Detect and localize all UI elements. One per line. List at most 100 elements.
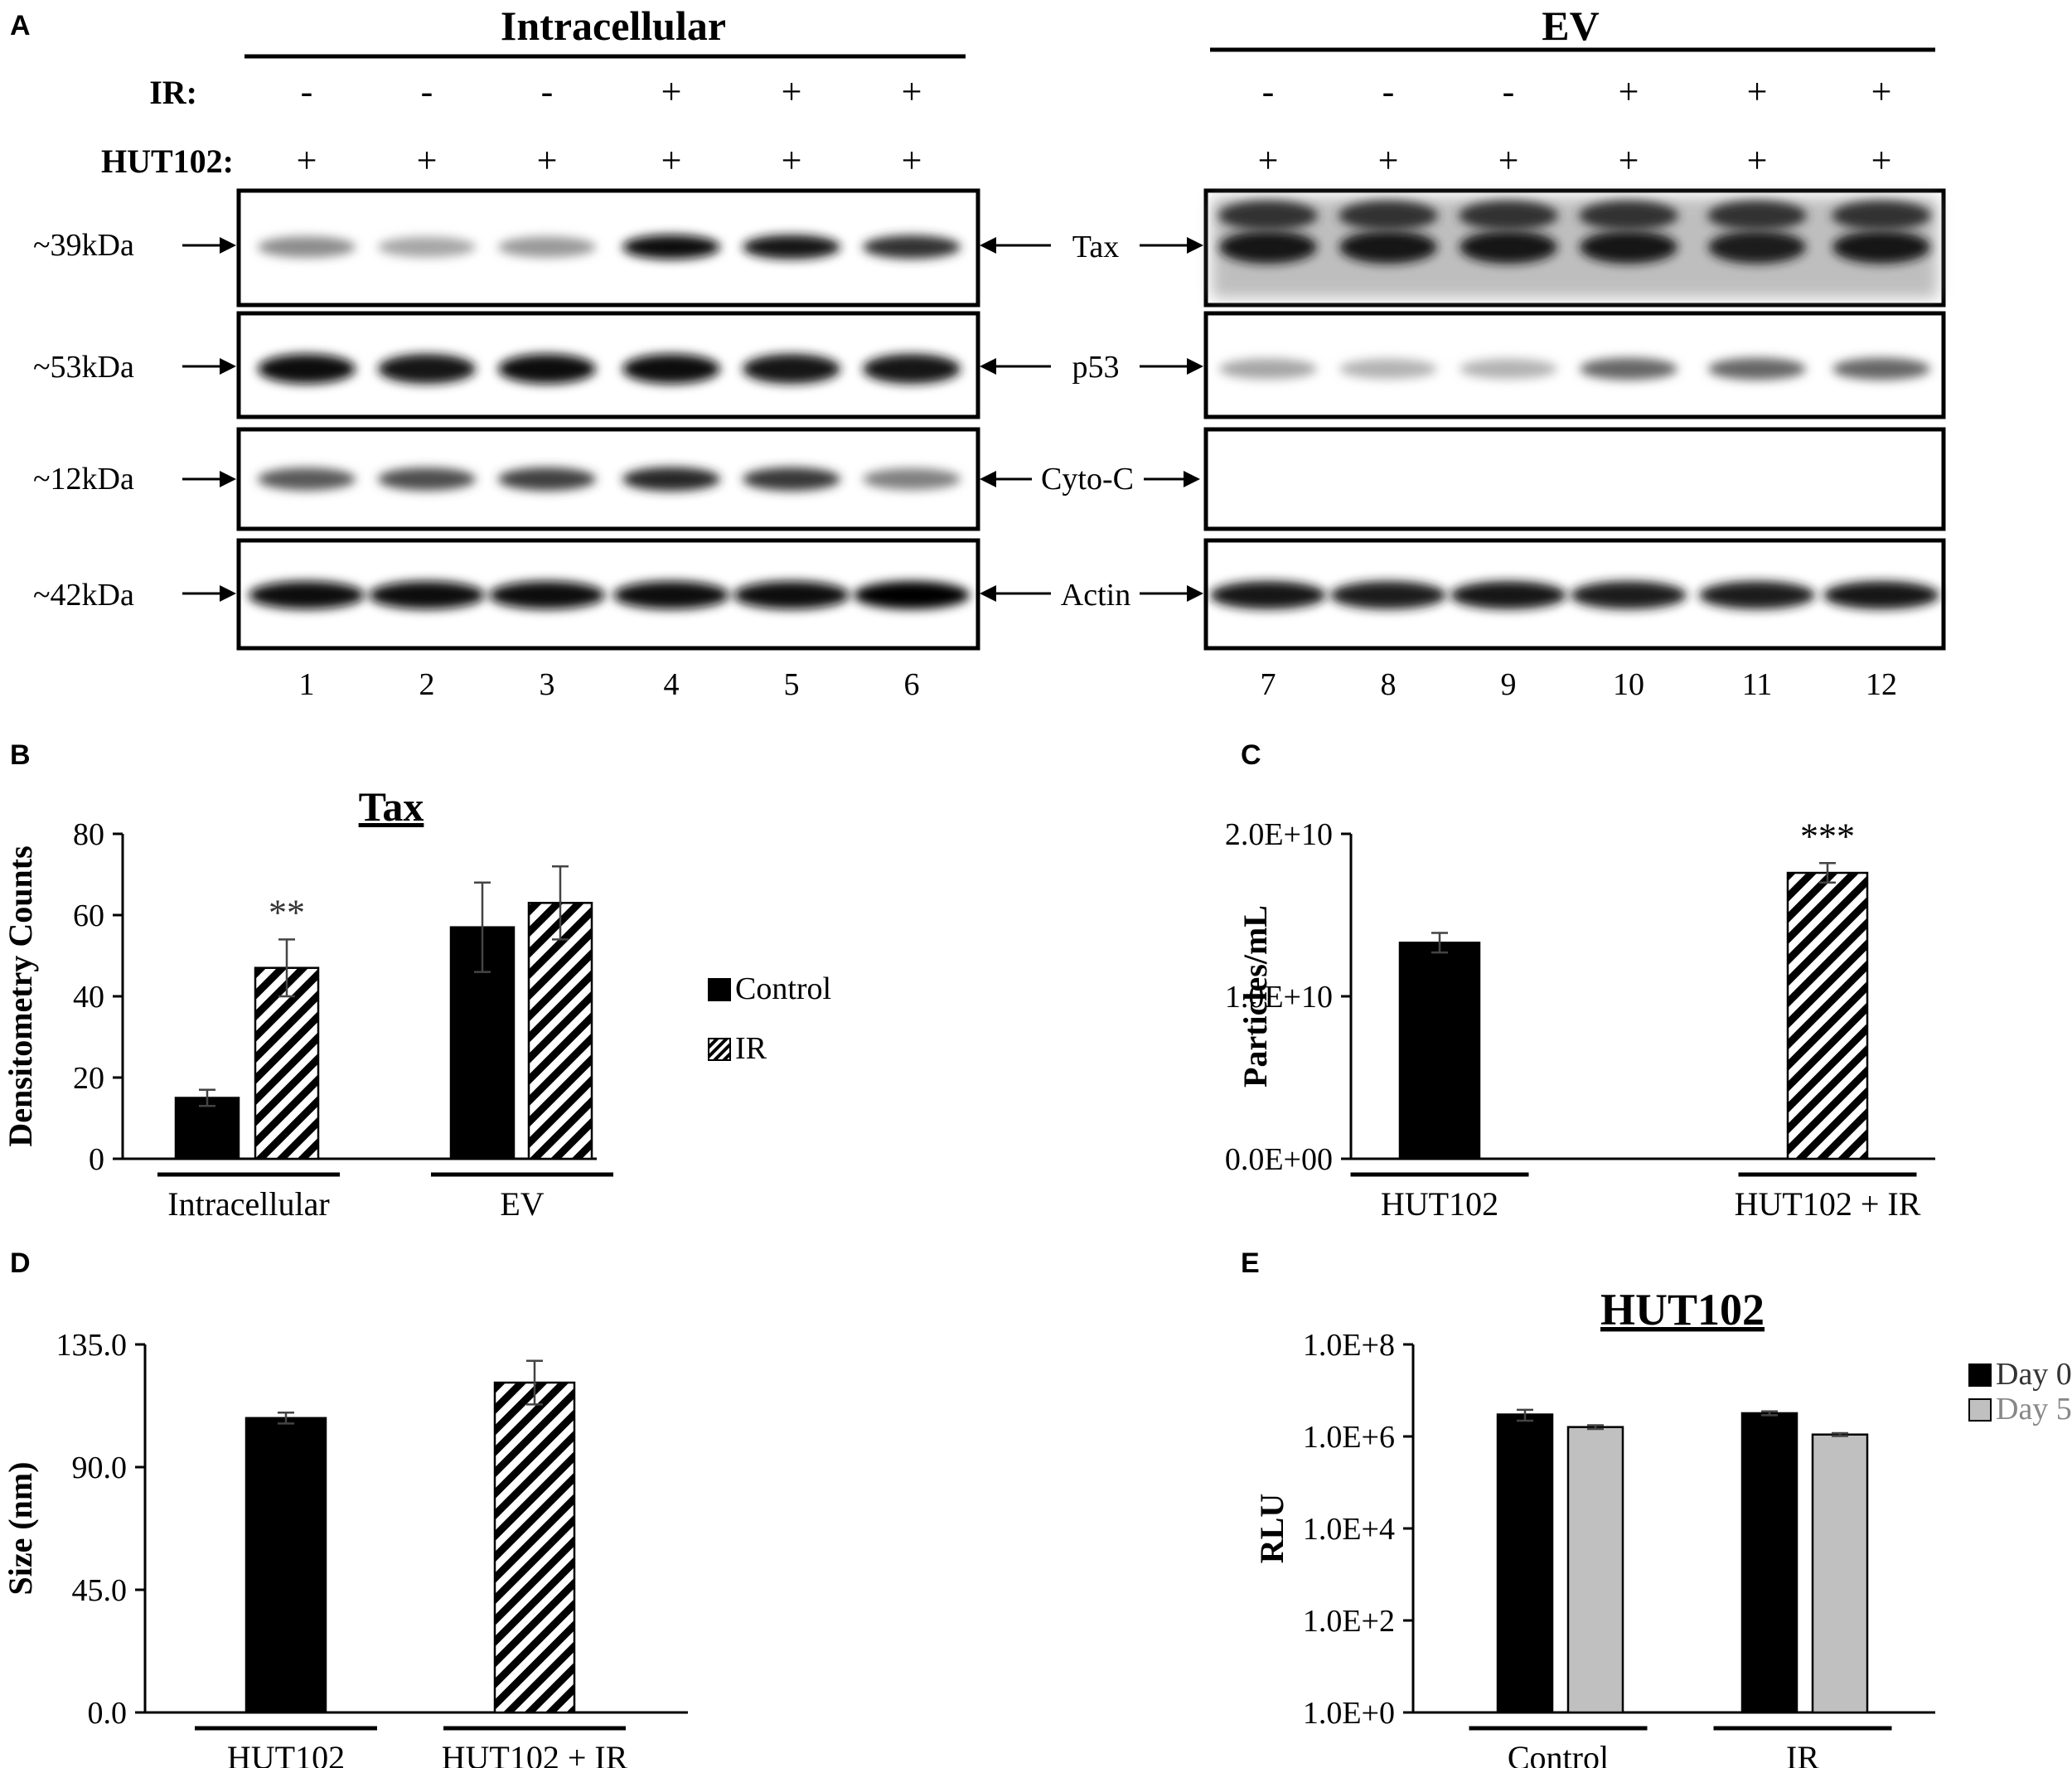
sign-ir-lane: - — [541, 71, 554, 112]
lane-number: 1 — [299, 667, 315, 702]
blot-band-left-cyto-c — [258, 467, 356, 491]
protein-arrow-right-head — [1187, 358, 1203, 375]
blot-title-ev: EV — [1542, 2, 1599, 49]
lane-numbers: 1 2 3 4 5 6 7 8 9 10 11 12 — [299, 667, 1898, 702]
blot-band-right-tax-upper — [1218, 201, 1318, 230]
mw-arrow-head — [220, 358, 236, 375]
x-tick-label: Control — [1508, 1739, 1609, 1768]
lane-number: 12 — [1866, 667, 1897, 702]
blot-band-right-tax-upper — [1579, 201, 1678, 230]
blot-band-right-tax-upper — [1339, 201, 1438, 230]
chart-d: 0.0 45.0 90.0 135.0 Size (nm) HUT102 HUT102 + … — [2, 1328, 688, 1768]
sign-ir-lane: - — [301, 71, 313, 112]
legend-swatch-day-5 — [1968, 1398, 1992, 1422]
y-tick-label: 2.0E+10 — [1225, 817, 1333, 852]
bar-size — [493, 1381, 576, 1714]
blot-band-left-cyto-c — [498, 467, 596, 491]
sign-hut102-lane: + — [537, 140, 558, 181]
blot-box-left — [236, 188, 980, 308]
row-label-hut102: HUT102: — [101, 143, 234, 180]
blot-band-left-cyto-c — [622, 467, 720, 492]
sign-ir-lane: - — [421, 71, 433, 112]
sign-hut102-lane: + — [417, 140, 438, 181]
blot-band-left-actin — [733, 581, 850, 609]
sign-hut102-lane: + — [297, 140, 317, 181]
y-tick-label: 40 — [73, 980, 104, 1015]
blot-band-right-actin — [1210, 581, 1326, 609]
chart-title: HUT102 — [1600, 1285, 1765, 1334]
blot-smear-ev-tax — [1212, 197, 1938, 298]
blot-band-left-tax — [863, 235, 961, 259]
mw-arrow-head — [220, 471, 236, 487]
sign-ir-lane: + — [902, 71, 922, 112]
significance-marker: *** — [1800, 816, 1855, 856]
legend-label: Day 0 — [1996, 1357, 2072, 1392]
blot-band-left-p53 — [743, 354, 840, 384]
bar-day-5 — [1566, 1426, 1624, 1714]
lane-number: 8 — [1381, 667, 1397, 702]
sign-hut102-lane: + — [1619, 140, 1639, 181]
y-tick-label: 90.0 — [72, 1451, 128, 1485]
protein-label-cyto-c: Cyto-C — [1041, 462, 1134, 496]
panel-label-b: B — [10, 739, 31, 771]
sign-hut102-lane: + — [1258, 140, 1279, 181]
sign-ir-lane: + — [1747, 71, 1768, 112]
blot-band-left-tax — [498, 236, 596, 258]
lane-number: 6 — [904, 667, 920, 702]
mw-arrow-head — [220, 585, 236, 602]
blot-band-right-actin — [1450, 581, 1566, 609]
bar-ir — [254, 966, 320, 1160]
blot-band-right-tax — [1580, 230, 1677, 264]
sign-ir-lane: + — [661, 71, 682, 112]
y-tick-label: 0.0 — [88, 1696, 128, 1731]
mw-label-42kda: ~42kDa — [33, 578, 134, 613]
blot-band-left-tax — [258, 236, 356, 258]
x-tick-label: IR — [1786, 1739, 1819, 1768]
lane-number: 10 — [1613, 667, 1644, 702]
y-tick-label: 60 — [73, 899, 104, 933]
y-axis-title: Densitometry Counts — [2, 845, 39, 1146]
blot-band-left-cyto-c — [378, 467, 476, 491]
sign-ir-lane: - — [1382, 71, 1395, 112]
blot-band-right-tax-upper — [1832, 201, 1931, 230]
bar-particles-ml — [1398, 942, 1481, 1160]
lane-number: 2 — [419, 667, 435, 702]
mw-label-12kda: ~12kDa — [33, 462, 134, 496]
protein-label-tax: Tax — [1072, 230, 1119, 264]
mw-label-39kda: ~39kDa — [33, 228, 134, 263]
y-tick-label: 1.0E+4 — [1303, 1512, 1395, 1547]
panel-label-c: C — [1241, 739, 1261, 771]
x-tick-label: Intracellular — [167, 1185, 329, 1223]
y-tick-label: 1.0E+2 — [1303, 1604, 1395, 1639]
protein-arrow-left-head — [980, 471, 996, 487]
protein-label-p53: p53 — [1072, 350, 1120, 385]
protein-arrow-right-head — [1184, 471, 1200, 487]
blot-band-left-cyto-c — [863, 468, 961, 490]
y-tick-label: 0 — [89, 1142, 104, 1177]
lane-number: 3 — [540, 667, 555, 702]
row-label-ir: IR: — [149, 74, 197, 111]
y-tick-label: 80 — [73, 817, 104, 852]
sign-ir-lane: + — [1619, 71, 1639, 112]
mw-arrow-head — [220, 237, 236, 254]
panel-label-d: D — [10, 1247, 31, 1279]
blot-box-right — [1203, 311, 1946, 419]
blot-band-left-cyto-c — [743, 467, 840, 492]
y-axis-title: Particles/mL — [1237, 905, 1274, 1087]
bar-day-5 — [1811, 1433, 1869, 1714]
blot-band-left-actin — [249, 581, 365, 609]
left-sign-rows: - - - + + + + + + + + + — [297, 71, 922, 181]
blot-band-right-tax-upper — [1707, 201, 1807, 230]
legend-swatch-ir — [708, 1038, 731, 1061]
bar-size — [244, 1417, 327, 1714]
protein-arrow-right-head — [1187, 585, 1203, 602]
blot-band-left-actin — [369, 581, 485, 609]
sign-ir-lane: + — [1871, 71, 1892, 112]
blot-band-left-p53 — [498, 354, 596, 384]
blot-band-right-tax — [1832, 230, 1930, 264]
blot-band-left-p53 — [863, 354, 961, 384]
blot-band-left-actin — [489, 581, 605, 609]
legend-swatch-day-0 — [1968, 1364, 1992, 1387]
panel-d: D 0.0 45.0 90.0 135.0 Size (nm) HUT102 HUT102 … — [2, 1247, 688, 1768]
